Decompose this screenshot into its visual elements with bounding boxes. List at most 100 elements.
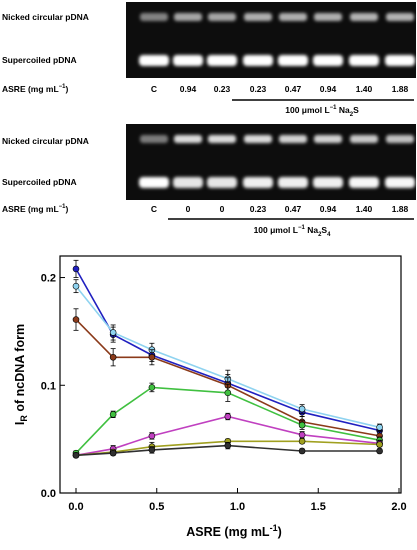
gel-band-supercoiled: [278, 55, 308, 66]
data-point: [224, 389, 232, 397]
gel-2-label-supercoiled: Supercoiled pDNA: [2, 177, 77, 187]
lane-label: 1.88: [392, 84, 409, 94]
series-7: [72, 441, 383, 459]
gel-1-label-supercoiled: Supercoiled pDNA: [2, 55, 77, 65]
gel-1-lane-axis-label: ASRE (mg mL−1): [2, 84, 69, 94]
lane-label: 0.94: [320, 84, 337, 94]
data-point: [72, 451, 80, 459]
gel-2-lane-labels: C 0 0 0.23 0.47 0.94 1.40 1.88: [151, 204, 409, 214]
gel-2-lane-axis-label: ASRE (mg mL−1): [2, 204, 69, 214]
data-point: [109, 449, 117, 457]
lane-label: 1.40: [356, 84, 373, 94]
gel-band-nicked: [208, 135, 236, 143]
gel-band-nicked: [386, 13, 414, 21]
gel-1-label-nicked: Nicked circular pDNA: [2, 12, 89, 22]
data-point: [298, 421, 306, 429]
gel-1-treatment-label: 100 μmol L−1 Na2S: [285, 105, 359, 118]
gel-band-supercoiled: [243, 177, 273, 188]
gel-2-treatment-label: 100 μmol L−1 Na2S4: [254, 225, 332, 238]
series-line: [75, 386, 380, 454]
y-tick-label: 0.1: [41, 380, 56, 392]
gel-band-supercoiled: [207, 55, 237, 66]
y-tick-label: 0.2: [41, 273, 56, 285]
gel-band-nicked: [174, 135, 202, 143]
lane-label: 1.40: [356, 204, 373, 214]
data-point: [148, 353, 156, 361]
data-point: [298, 447, 306, 455]
lane-label: 0.47: [285, 204, 302, 214]
lane-label: 0.94: [180, 84, 197, 94]
data-point: [148, 432, 156, 440]
gel-band-nicked: [386, 135, 414, 143]
lane-label: C: [151, 84, 157, 94]
gel-band-supercoiled: [349, 55, 379, 66]
data-point: [298, 405, 306, 413]
gel-band-supercoiled: [349, 177, 379, 188]
data-point: [148, 384, 156, 391]
series-line: [75, 415, 380, 457]
x-tick-label: 0.5: [149, 501, 164, 513]
gel-band-supercoiled: [173, 55, 203, 66]
x-tick-label: 1.0: [230, 501, 245, 513]
gel-band-supercoiled: [243, 55, 273, 66]
gel-band-nicked: [350, 13, 378, 21]
x-tick-label: 1.5: [311, 501, 326, 513]
data-point: [376, 447, 383, 455]
series-line: [75, 319, 380, 437]
line-chart: 0.0 0.5 1.0 1.5 2.0 0.0 0.1 0.2 IR of ncDNA for…: [13, 255, 407, 539]
series-line: [75, 268, 380, 432]
gel-band-supercoiled: [385, 177, 415, 188]
data-point: [109, 411, 117, 418]
axis-ticks: 0.0 0.5 1.0 1.5 2.0 0.0 0.1 0.2: [41, 273, 407, 513]
lane-label: 0: [220, 204, 225, 214]
gel-2-label-nicked: Nicked circular pDNA: [2, 136, 89, 146]
lane-label: C: [151, 204, 157, 214]
series-2: [72, 279, 383, 431]
gel-band-supercoiled: [139, 55, 169, 66]
lane-label: 0.23: [250, 84, 267, 94]
x-axis-label: ASRE (mg mL-1): [186, 523, 282, 539]
gel-band-nicked: [350, 135, 378, 143]
gel-1-lane-labels: C 0.94 0.23 0.23 0.47 0.94 1.40 1.88: [151, 84, 409, 94]
data-point: [72, 265, 80, 273]
lane-label: 0.23: [214, 84, 231, 94]
lane-label: 0.47: [285, 84, 302, 94]
data-point: [109, 353, 117, 361]
series-line: [75, 285, 380, 429]
series-line: [75, 444, 380, 457]
gel-panel-1: Nicked circular pDNA Supercoiled pDNA AS…: [2, 2, 416, 118]
gel-band-nicked: [174, 13, 202, 21]
gel-panel-2: Nicked circular pDNA Supercoiled pDNA AS…: [2, 124, 416, 238]
gel-band-nicked: [208, 13, 236, 21]
gel-band-nicked: [140, 13, 168, 21]
gel-band-supercoiled: [313, 177, 343, 188]
gel-band-nicked: [314, 135, 342, 143]
data-point: [72, 282, 80, 290]
data-point: [224, 413, 232, 420]
gel-band-supercoiled: [313, 55, 343, 66]
lane-label: 0.94: [320, 204, 337, 214]
y-axis-label: IR of ncDNA form: [13, 324, 29, 425]
data-point: [224, 442, 232, 449]
data-point: [376, 423, 383, 431]
gel-band-nicked: [314, 13, 342, 21]
gel-band-supercoiled: [139, 177, 169, 188]
data-point: [376, 441, 383, 448]
gel-band-supercoiled: [173, 177, 203, 188]
y-tick-label: 0.0: [41, 488, 56, 500]
gel-band-supercoiled: [385, 55, 415, 66]
lane-label: 0.23: [250, 204, 267, 214]
data-point: [148, 446, 156, 454]
series-1: [72, 259, 383, 435]
plot-frame: [59, 255, 402, 494]
gel-band-nicked: [140, 135, 168, 143]
lane-label: 1.88: [392, 204, 409, 214]
gel-band-nicked: [279, 13, 307, 21]
data-point: [72, 316, 80, 323]
gel-band-nicked: [244, 135, 272, 143]
gel-band-nicked: [244, 13, 272, 21]
gel-band-supercoiled: [278, 177, 308, 188]
series-line: [75, 440, 380, 457]
gel-2-bands: [139, 135, 415, 188]
data-point: [298, 437, 306, 445]
